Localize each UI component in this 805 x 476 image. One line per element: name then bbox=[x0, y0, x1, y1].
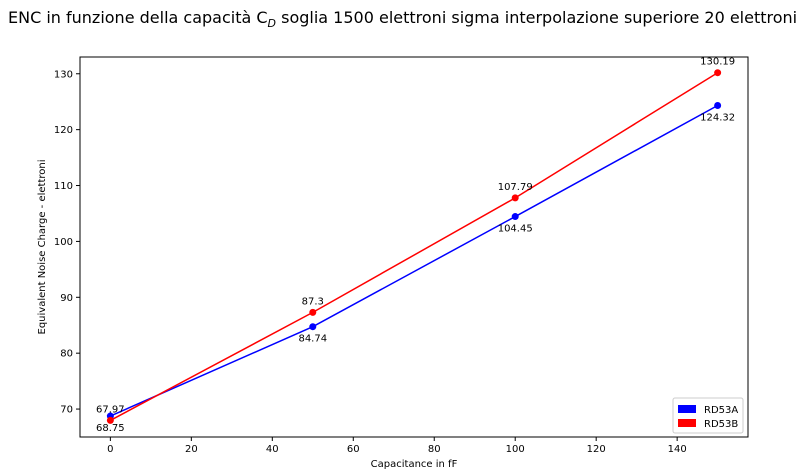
y-tick-label: 100 bbox=[54, 237, 73, 248]
legend-swatch-rd53b bbox=[678, 419, 696, 427]
data-point-rd53a bbox=[309, 323, 317, 331]
data-point-rd53b bbox=[309, 308, 317, 316]
x-tick-label: 0 bbox=[107, 444, 113, 455]
data-point-rd53a bbox=[511, 213, 519, 221]
series-line-rd53b bbox=[110, 72, 719, 422]
data-label-rd53a: 124.32 bbox=[700, 113, 735, 124]
y-axis: 70 80 90 100 110 120 130 bbox=[54, 69, 80, 416]
chart-title-subscript: D bbox=[268, 17, 276, 30]
x-tick-label: 80 bbox=[428, 444, 441, 455]
data-label-rd53a: 84.74 bbox=[298, 334, 327, 345]
x-tick-label: 60 bbox=[347, 444, 360, 455]
chart-title-rest: soglia 1500 elettroni sigma interpolazio… bbox=[276, 8, 797, 27]
series-line-rd53a bbox=[110, 104, 718, 417]
legend-label-rd53b: RD53B bbox=[704, 419, 738, 430]
data-label-rd53a: 68.75 bbox=[96, 423, 125, 434]
data-label-rd53b: 130.19 bbox=[700, 57, 735, 68]
y-axis-label: Equivalent Noise Charge - elettroni bbox=[37, 159, 48, 334]
y-tick-label: 70 bbox=[60, 405, 73, 416]
x-tick-label: 20 bbox=[185, 444, 198, 455]
data-label-rd53b: 67.97 bbox=[96, 404, 125, 415]
legend-swatch-rd53a bbox=[678, 405, 696, 413]
x-tick-label: 100 bbox=[506, 444, 525, 455]
y-tick-label: 120 bbox=[54, 125, 73, 136]
plot-area bbox=[79, 56, 749, 438]
chart-title-main: ENC in funzione della capacità C bbox=[8, 8, 268, 27]
x-tick-label: 140 bbox=[668, 444, 687, 455]
data-point-rd53b bbox=[511, 194, 519, 202]
series-layer: 68.75 84.74 104.45 124.32 67.97 87.3 107.79 130… bbox=[96, 57, 735, 434]
data-label-rd53b: 87.3 bbox=[302, 296, 324, 307]
data-point-rd53a bbox=[714, 102, 722, 110]
legend-label-rd53a: RD53A bbox=[704, 405, 738, 416]
data-label-rd53b: 107.79 bbox=[498, 182, 533, 193]
chart-title: ENC in funzione della capacità CD soglia… bbox=[8, 8, 797, 30]
plot-frame bbox=[79, 56, 749, 438]
y-tick-label: 110 bbox=[54, 181, 73, 192]
series-rd53a: 68.75 84.74 104.45 124.32 bbox=[96, 102, 735, 434]
y-tick-label: 90 bbox=[60, 293, 73, 304]
data-point-rd53b bbox=[106, 416, 114, 424]
x-tick-label: 40 bbox=[266, 444, 279, 455]
x-axis: 0 20 40 60 80 100 120 140 bbox=[107, 437, 687, 455]
data-point-rd53b bbox=[714, 69, 722, 77]
data-label-rd53a: 104.45 bbox=[498, 224, 533, 235]
x-tick-label: 120 bbox=[587, 444, 606, 455]
y-tick-label: 80 bbox=[60, 349, 73, 360]
x-axis-label: Capacitance in fF bbox=[371, 459, 458, 470]
legend: RD53A RD53B bbox=[672, 397, 744, 434]
y-tick-label: 130 bbox=[54, 69, 73, 80]
series-rd53b: 67.97 87.3 107.79 130.19 bbox=[96, 57, 735, 424]
